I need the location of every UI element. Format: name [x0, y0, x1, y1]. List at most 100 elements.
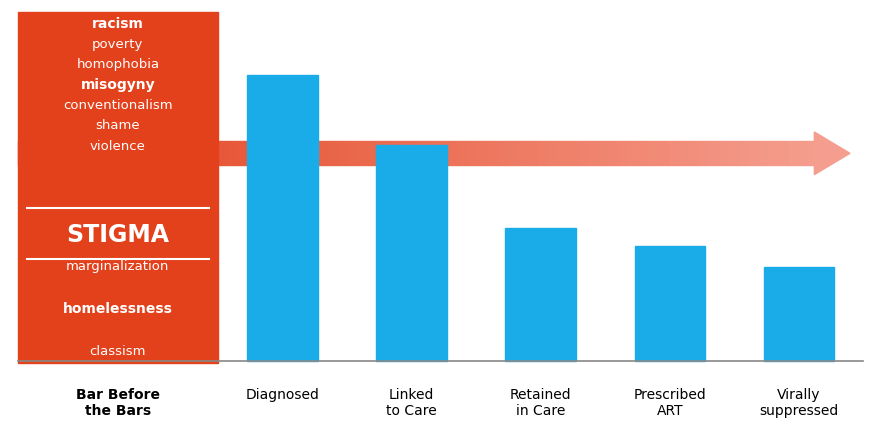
- Bar: [168, 142, 178, 166]
- Bar: [228, 142, 239, 166]
- Bar: [449, 142, 458, 166]
- Bar: [679, 142, 689, 166]
- Bar: [699, 142, 708, 166]
- Bar: [458, 142, 468, 166]
- Bar: [239, 142, 248, 166]
- Bar: [489, 142, 498, 166]
- Bar: [247, 76, 318, 361]
- Bar: [609, 142, 619, 166]
- Bar: [479, 142, 489, 166]
- Text: racism: racism: [92, 17, 144, 31]
- Bar: [708, 142, 719, 166]
- Bar: [508, 142, 518, 166]
- Bar: [328, 142, 338, 166]
- Bar: [348, 142, 358, 166]
- Bar: [718, 142, 729, 166]
- Bar: [428, 142, 438, 166]
- Bar: [809, 142, 819, 166]
- Bar: [148, 142, 158, 166]
- Bar: [764, 267, 834, 361]
- Bar: [635, 246, 705, 361]
- Bar: [138, 142, 148, 166]
- Bar: [668, 142, 678, 166]
- Bar: [639, 142, 649, 166]
- Text: STIGMA: STIGMA: [67, 222, 169, 246]
- Bar: [399, 142, 409, 166]
- Bar: [439, 142, 449, 166]
- Bar: [37, 142, 48, 166]
- Bar: [628, 142, 638, 166]
- Bar: [769, 142, 779, 166]
- Bar: [18, 13, 218, 361]
- Bar: [319, 142, 328, 166]
- Bar: [108, 142, 117, 166]
- Bar: [88, 142, 98, 166]
- Text: shame: shame: [95, 119, 141, 132]
- Bar: [538, 142, 548, 166]
- Bar: [569, 142, 578, 166]
- Bar: [48, 142, 58, 166]
- Bar: [158, 142, 168, 166]
- Text: homelessness: homelessness: [63, 301, 173, 315]
- Bar: [128, 142, 138, 166]
- Bar: [739, 142, 748, 166]
- Text: Prescribed
ART: Prescribed ART: [634, 387, 706, 417]
- FancyArrow shape: [814, 133, 850, 175]
- Bar: [338, 142, 348, 166]
- Bar: [376, 145, 447, 361]
- Bar: [178, 142, 188, 166]
- Bar: [519, 142, 529, 166]
- Bar: [98, 142, 108, 166]
- Bar: [758, 142, 769, 166]
- Bar: [779, 142, 789, 166]
- Bar: [659, 142, 668, 166]
- Bar: [799, 142, 809, 166]
- Bar: [409, 142, 418, 166]
- Text: conventionalism: conventionalism: [63, 98, 173, 111]
- Bar: [388, 142, 399, 166]
- Bar: [18, 361, 218, 363]
- Bar: [268, 142, 278, 166]
- Bar: [529, 142, 538, 166]
- Bar: [578, 142, 588, 166]
- Bar: [588, 142, 598, 166]
- Bar: [18, 142, 28, 166]
- Bar: [729, 142, 739, 166]
- Bar: [308, 142, 319, 166]
- Text: violence: violence: [90, 139, 146, 152]
- Bar: [68, 142, 78, 166]
- Text: misogyny: misogyny: [81, 78, 155, 92]
- Bar: [218, 142, 228, 166]
- Text: classism: classism: [90, 344, 146, 357]
- Bar: [506, 229, 576, 361]
- Bar: [689, 142, 699, 166]
- Text: homophobia: homophobia: [77, 58, 159, 71]
- Bar: [188, 142, 198, 166]
- Bar: [58, 142, 68, 166]
- Bar: [559, 142, 569, 166]
- Text: poverty: poverty: [93, 37, 143, 50]
- Text: Virally
suppressed: Virally suppressed: [759, 387, 838, 417]
- Bar: [258, 142, 268, 166]
- Bar: [28, 142, 37, 166]
- Text: Retained
in Care: Retained in Care: [510, 387, 571, 417]
- Bar: [288, 142, 298, 166]
- Text: Diagnosed: Diagnosed: [246, 387, 320, 401]
- Text: marginalization: marginalization: [66, 259, 170, 272]
- Bar: [498, 142, 508, 166]
- Text: Bar Before
the Bars: Bar Before the Bars: [76, 387, 160, 417]
- Bar: [208, 142, 218, 166]
- Bar: [198, 142, 208, 166]
- Bar: [368, 142, 378, 166]
- Bar: [278, 142, 288, 166]
- Bar: [117, 142, 128, 166]
- Bar: [649, 142, 659, 166]
- Text: Linked
to Care: Linked to Care: [386, 387, 437, 417]
- Bar: [619, 142, 628, 166]
- Bar: [378, 142, 388, 166]
- Bar: [248, 142, 258, 166]
- Bar: [548, 142, 559, 166]
- Bar: [598, 142, 609, 166]
- Bar: [789, 142, 799, 166]
- Bar: [468, 142, 479, 166]
